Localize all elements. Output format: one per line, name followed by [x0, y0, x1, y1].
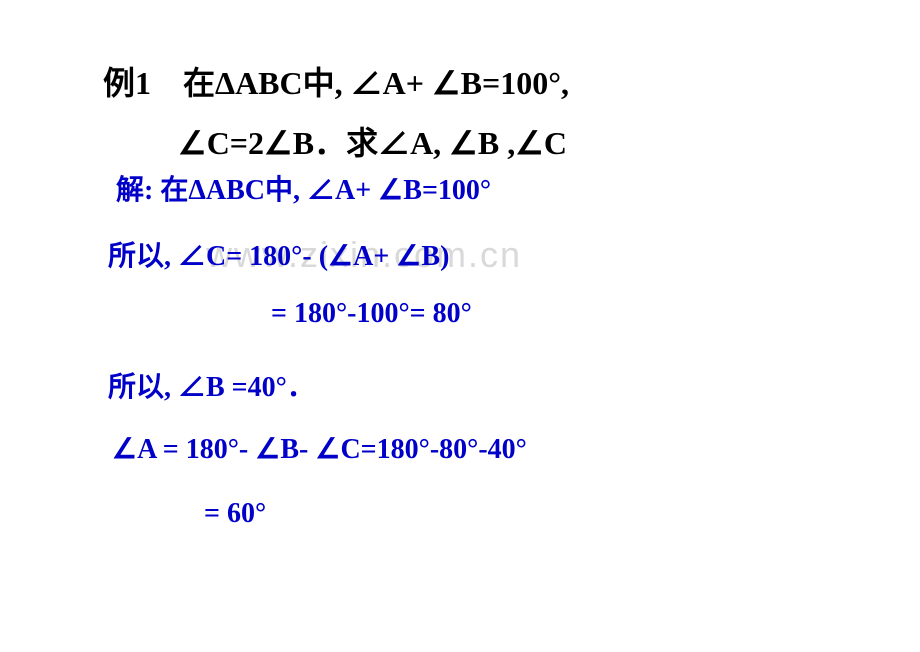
solution-line-1: 解: 在ΔABC中, ∠A+ ∠B=100° [116, 168, 491, 208]
solution-line-3: = 180°-100°= 80° [271, 298, 472, 330]
solution-line-5: ∠A = 180°- ∠B- ∠C=180°-80°-40° [112, 432, 527, 466]
problem-line-2: ∠C=2∠B．求∠A, ∠B ,∠C [178, 118, 567, 164]
problem-line-1: 例1 在ΔABC中, ∠A+ ∠B=100°, [103, 58, 569, 104]
solution-line-6: = 60° [204, 498, 266, 530]
solution-line-2: 所以, ∠C= 180°- (∠A+ ∠B) [108, 234, 449, 274]
solution-line-4: 所以, ∠B =40°． [108, 365, 315, 405]
